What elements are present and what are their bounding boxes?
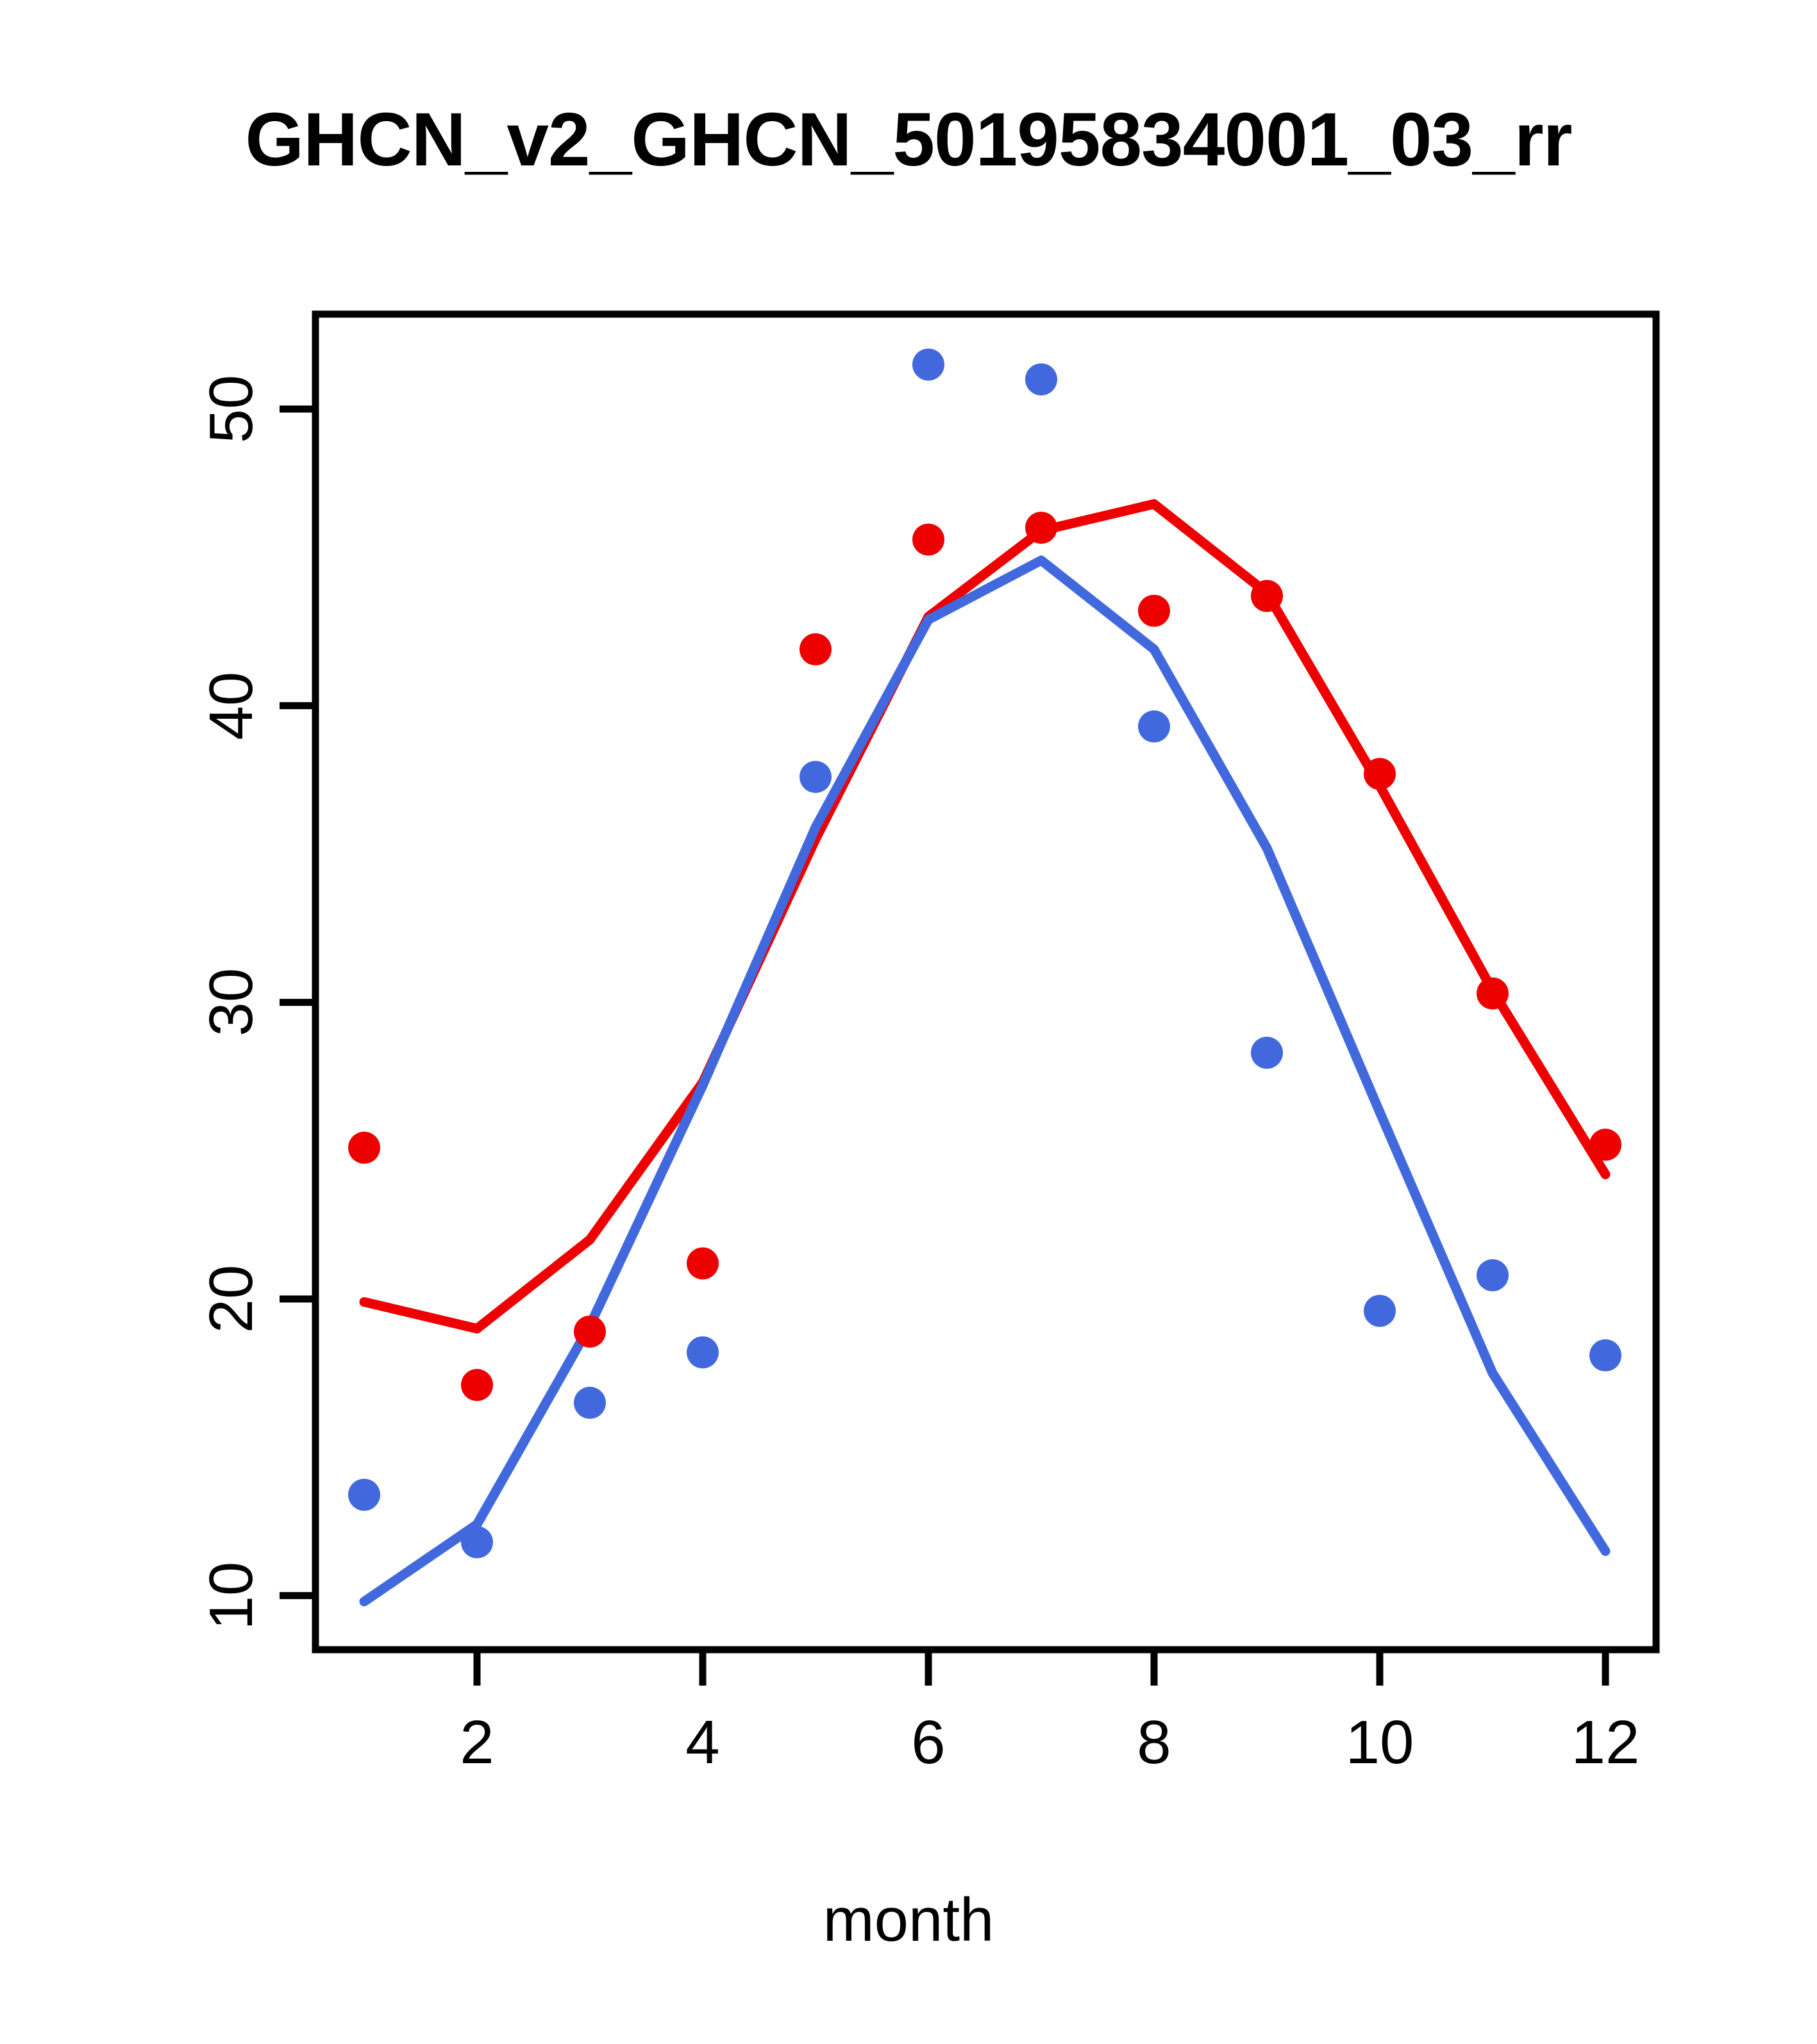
data-point (1251, 580, 1283, 612)
data-point (348, 1479, 380, 1511)
data-point (1589, 1128, 1621, 1161)
x-axis-tick-label: 2 (460, 1708, 494, 1777)
data-point (1364, 758, 1396, 791)
x-axis-tick-label: 6 (911, 1708, 946, 1777)
y-axis-ticks (280, 405, 315, 1600)
series-line-red-line (359, 499, 1611, 1334)
x-axis-tick-label: 4 (685, 1708, 720, 1777)
data-point (1138, 710, 1170, 743)
x-axis-tick-label: 10 (1345, 1708, 1414, 1777)
data-point (461, 1526, 493, 1559)
data-point (687, 1247, 719, 1280)
series-points-red-points (348, 512, 1621, 1402)
y-axis-tick-label: 10 (197, 1561, 265, 1630)
x-axis-tick-label: 8 (1137, 1708, 1171, 1777)
data-point (1138, 594, 1170, 627)
x-axis-ticks (473, 1650, 1609, 1686)
y-axis-tick-label: 40 (197, 671, 265, 741)
plot-frame (312, 310, 1660, 1654)
data-point (687, 1336, 719, 1369)
y-axis-tick-label: 20 (197, 1264, 265, 1334)
data-point (1477, 1259, 1509, 1291)
data-point (1589, 1339, 1621, 1371)
data-point (912, 523, 944, 556)
y-axis-tick-label: 50 (197, 374, 265, 444)
data-point (574, 1386, 606, 1419)
x-axis-title: month (823, 1886, 994, 1954)
data-point (1251, 1036, 1283, 1069)
data-point (800, 760, 832, 793)
y-axis-tick-label: 30 (197, 968, 265, 1037)
series-points-blue-points (348, 348, 1621, 1559)
data-point (461, 1369, 493, 1402)
series-lines (359, 499, 1611, 1607)
data-point (800, 633, 832, 666)
series-points (348, 348, 1621, 1559)
data-point (1364, 1294, 1396, 1327)
data-point (912, 348, 944, 381)
data-point (574, 1315, 606, 1348)
data-point (1025, 512, 1057, 544)
data-point (348, 1132, 380, 1164)
x-axis-tick-label: 12 (1571, 1708, 1640, 1777)
data-point (1025, 363, 1057, 396)
data-point (1477, 977, 1509, 1010)
page-title: GHCN_v2_GHCN_50195834001_03_rr (245, 97, 1572, 182)
series-line-blue-line (359, 555, 1611, 1607)
